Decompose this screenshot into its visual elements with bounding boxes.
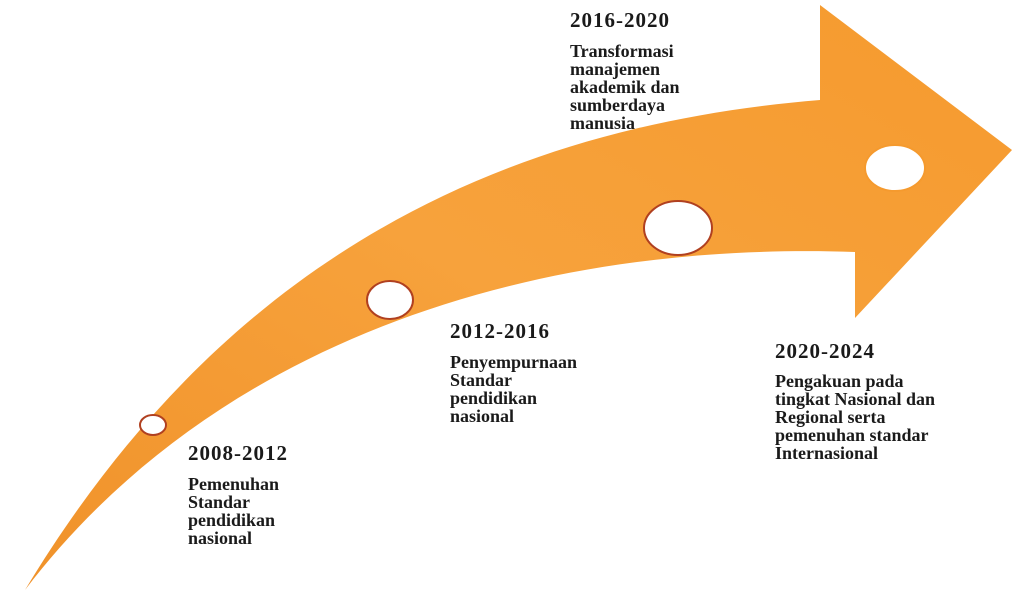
milestone-description: pemenuhan standar [775,425,929,445]
milestone-description: nasional [188,528,252,548]
milestone-description: akademik dan [570,77,680,97]
milestone-description: Penyempurnaan [450,352,577,372]
milestone-description: pendidikan [188,510,275,530]
milestone-period: 2012-2016 [450,319,550,343]
milestone-period: 2020-2024 [775,339,875,363]
milestone-description: tingkat Nasional dan [775,389,935,409]
milestone-description: Standar [188,492,250,512]
milestone-description: manajemen [570,59,660,79]
milestone-period: 2016-2020 [570,8,670,32]
milestone-description: pendidikan [450,388,537,408]
milestone-description: Internasional [775,443,878,463]
milestone-circle [643,200,713,256]
milestone-description: nasional [450,406,514,426]
labels: 2008-2012PemenuhanStandarpendidikannasio… [188,8,935,548]
milestone-circle [366,280,414,320]
milestone-description: Regional serta [775,407,885,427]
milestone-circle [139,414,167,436]
milestone-description: Pemenuhan [188,474,279,494]
milestone-description: sumberdaya [570,95,665,115]
milestone-description: Transformasi [570,41,674,61]
milestone-description: manusia [570,113,635,133]
milestone-period: 2008-2012 [188,441,288,465]
milestone-description: Pengakuan pada [775,371,904,391]
milestone-description: Standar [450,370,512,390]
milestone-circle [864,144,926,192]
curved-arrow [25,5,1012,590]
